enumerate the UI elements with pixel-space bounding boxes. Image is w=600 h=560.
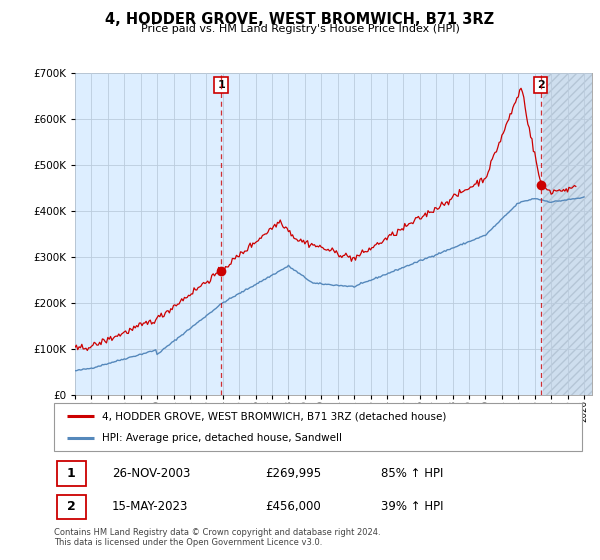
- FancyBboxPatch shape: [56, 461, 86, 486]
- Text: 2: 2: [67, 500, 76, 514]
- Text: 4, HODDER GROVE, WEST BROMWICH, B71 3RZ (detached house): 4, HODDER GROVE, WEST BROMWICH, B71 3RZ …: [101, 411, 446, 421]
- Text: 2: 2: [537, 80, 545, 90]
- Text: £456,000: £456,000: [265, 500, 321, 514]
- Text: HPI: Average price, detached house, Sandwell: HPI: Average price, detached house, Sand…: [101, 433, 341, 443]
- FancyBboxPatch shape: [56, 494, 86, 519]
- Text: 1: 1: [217, 80, 225, 90]
- Text: Contains HM Land Registry data © Crown copyright and database right 2024.
This d: Contains HM Land Registry data © Crown c…: [54, 528, 380, 547]
- Text: 85% ↑ HPI: 85% ↑ HPI: [382, 467, 444, 480]
- Text: £269,995: £269,995: [265, 467, 322, 480]
- Text: Price paid vs. HM Land Registry's House Price Index (HPI): Price paid vs. HM Land Registry's House …: [140, 24, 460, 34]
- Text: 4, HODDER GROVE, WEST BROMWICH, B71 3RZ: 4, HODDER GROVE, WEST BROMWICH, B71 3RZ: [106, 12, 494, 27]
- Polygon shape: [543, 73, 592, 395]
- Text: 26-NOV-2003: 26-NOV-2003: [112, 467, 190, 480]
- FancyBboxPatch shape: [54, 403, 582, 451]
- Text: 1: 1: [67, 467, 76, 480]
- Text: 15-MAY-2023: 15-MAY-2023: [112, 500, 188, 514]
- Text: 39% ↑ HPI: 39% ↑ HPI: [382, 500, 444, 514]
